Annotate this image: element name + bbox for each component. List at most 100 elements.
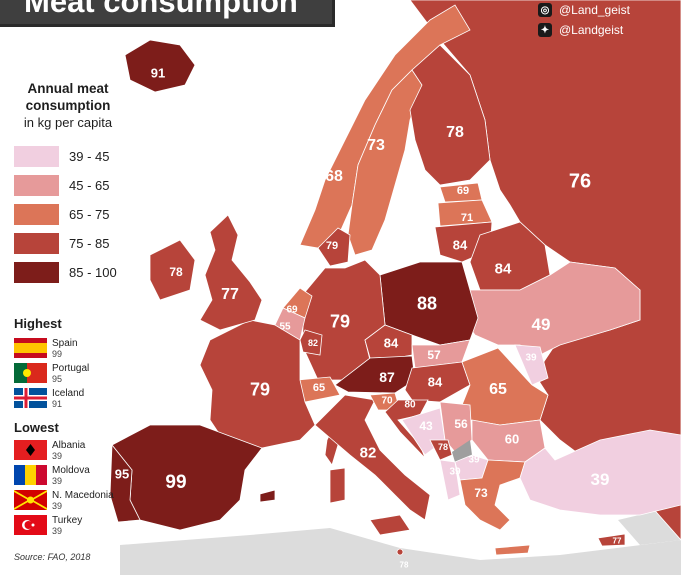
value-label-russia: 76 [568, 170, 592, 193]
legend-label: 39 - 45 [69, 148, 110, 164]
country-name: Spain [52, 338, 78, 349]
value-label-croatia: 80 [404, 399, 416, 411]
moldova-flag-icon [14, 465, 47, 485]
value-label-france: 79 [249, 379, 271, 400]
twitter-handle: @Landgeist [559, 23, 624, 37]
value-label-latvia: 71 [460, 212, 474, 224]
legend-label: 85 - 100 [69, 264, 117, 280]
region-luxembourg [299, 329, 323, 356]
region-united-kingdom [199, 214, 263, 331]
highest-title: Highest [14, 316, 62, 331]
value-label-hungary: 84 [427, 374, 443, 390]
country-name: N. Macedonia [52, 490, 114, 501]
legend-swatch [14, 174, 59, 196]
value-label-italy: 82 [359, 444, 377, 462]
country-name: Portugal [52, 363, 90, 374]
region-ukraine [462, 261, 641, 356]
lowest-list: Albania 39 Moldova 39 N. Macedonia 39 Turke… [14, 440, 114, 540]
legend-title-block: Annual meat consumption in kg per capita [14, 80, 122, 131]
highest-item: Spain 99 [14, 338, 89, 363]
lowest-item: N. Macedonia 39 [14, 490, 114, 515]
value-label-czechia: 84 [383, 335, 399, 351]
twitter-row: ✦ @Landgeist [538, 20, 630, 40]
value-label-north-macedonia: 39 [468, 454, 480, 466]
highest-list: Spain 99 Portugal 95 Iceland 91 [14, 338, 89, 413]
value-label-denmark: 79 [325, 240, 339, 252]
legend-item: 39 - 45 [14, 144, 117, 168]
country-value: 95 [52, 374, 63, 384]
portugal-flag-icon [14, 363, 47, 383]
region-moldova [514, 344, 549, 386]
legend-item: 85 - 100 [14, 260, 117, 284]
value-label-belarus: 84 [494, 260, 512, 278]
value-label-moldova: 39 [525, 352, 537, 364]
value-label-ukraine: 49 [531, 315, 551, 334]
legend-swatch [14, 261, 59, 283]
region-iceland [124, 39, 196, 93]
region-montenegro [429, 439, 453, 461]
social-handles: ◎ @Land_geist ✦ @Landgeist [538, 0, 630, 40]
value-label-lithuania: 84 [452, 237, 468, 253]
value-label-switzerland: 65 [312, 382, 326, 394]
region-albania [439, 459, 461, 501]
value-label-serbia: 56 [454, 417, 468, 431]
region-denmark [317, 227, 351, 267]
region-norway [299, 4, 471, 249]
legend-swatch [14, 203, 59, 225]
iceland-flag-icon [14, 388, 47, 408]
legend-item: 65 - 75 [14, 202, 117, 226]
country-value: 39 [52, 526, 63, 536]
value-label-greece: 73 [474, 486, 488, 500]
country-name: Albania [52, 440, 86, 451]
value-label-bulgaria: 60 [504, 431, 520, 447]
region-cyprus [597, 533, 626, 547]
value-label-albania: 39 [449, 466, 461, 478]
region-slovakia [411, 339, 471, 369]
albania-flag-icon [14, 440, 47, 460]
spain-flag-icon [14, 338, 47, 358]
value-label-poland: 88 [416, 293, 438, 314]
map-title: Meat consumption [24, 0, 298, 19]
legend-subtitle: in kg per capita [23, 115, 113, 130]
legend-item: 45 - 65 [14, 173, 117, 197]
country-name: Iceland [52, 388, 85, 399]
region-sicily [369, 514, 411, 536]
legend-swatch [14, 232, 59, 254]
legend-swatch [14, 145, 59, 167]
region-crete [494, 544, 531, 556]
value-label-portugal: 95 [114, 466, 130, 482]
value-label-norway: 68 [325, 168, 343, 185]
value-label-malta: 78 [399, 560, 409, 570]
legend-label: 75 - 85 [69, 235, 110, 251]
region-france [199, 319, 316, 451]
country-value: 99 [52, 349, 63, 359]
legend-label: 45 - 65 [69, 177, 110, 193]
value-label-finland: 78 [446, 124, 464, 141]
north-macedonia-flag-icon [14, 490, 47, 510]
value-label-bosnia: 43 [419, 419, 433, 433]
instagram-row: ◎ @Land_geist [538, 0, 630, 20]
value-label-ireland: 78 [169, 265, 183, 279]
lowest-title: Lowest [14, 420, 59, 435]
lowest-item: Albania 39 [14, 440, 114, 465]
country-value: 39 [52, 476, 63, 486]
value-label-slovakia: 57 [427, 348, 441, 362]
legend-title: Annual meat consumption [25, 81, 111, 113]
region-ireland [149, 239, 196, 301]
legend: 39 - 45 45 - 65 65 - 75 75 - 85 85 - 100 [14, 144, 117, 289]
turkey-flag-icon [14, 515, 47, 535]
country-name: Moldova [52, 465, 90, 476]
value-label-turkey: 39 [590, 470, 610, 489]
value-label-sweden: 73 [367, 137, 385, 154]
region-sweden [347, 69, 423, 256]
value-label-austria: 87 [379, 369, 395, 385]
legend-item: 75 - 85 [14, 231, 117, 255]
value-label-cyprus: 77 [612, 536, 622, 546]
instagram-handle: @Land_geist [559, 3, 630, 17]
legend-label: 65 - 75 [69, 206, 110, 222]
region-malta [396, 548, 404, 556]
map-title-banner: Meat consumption [0, 0, 335, 27]
region-finland [409, 44, 491, 186]
highest-item: Portugal 95 [14, 363, 89, 388]
